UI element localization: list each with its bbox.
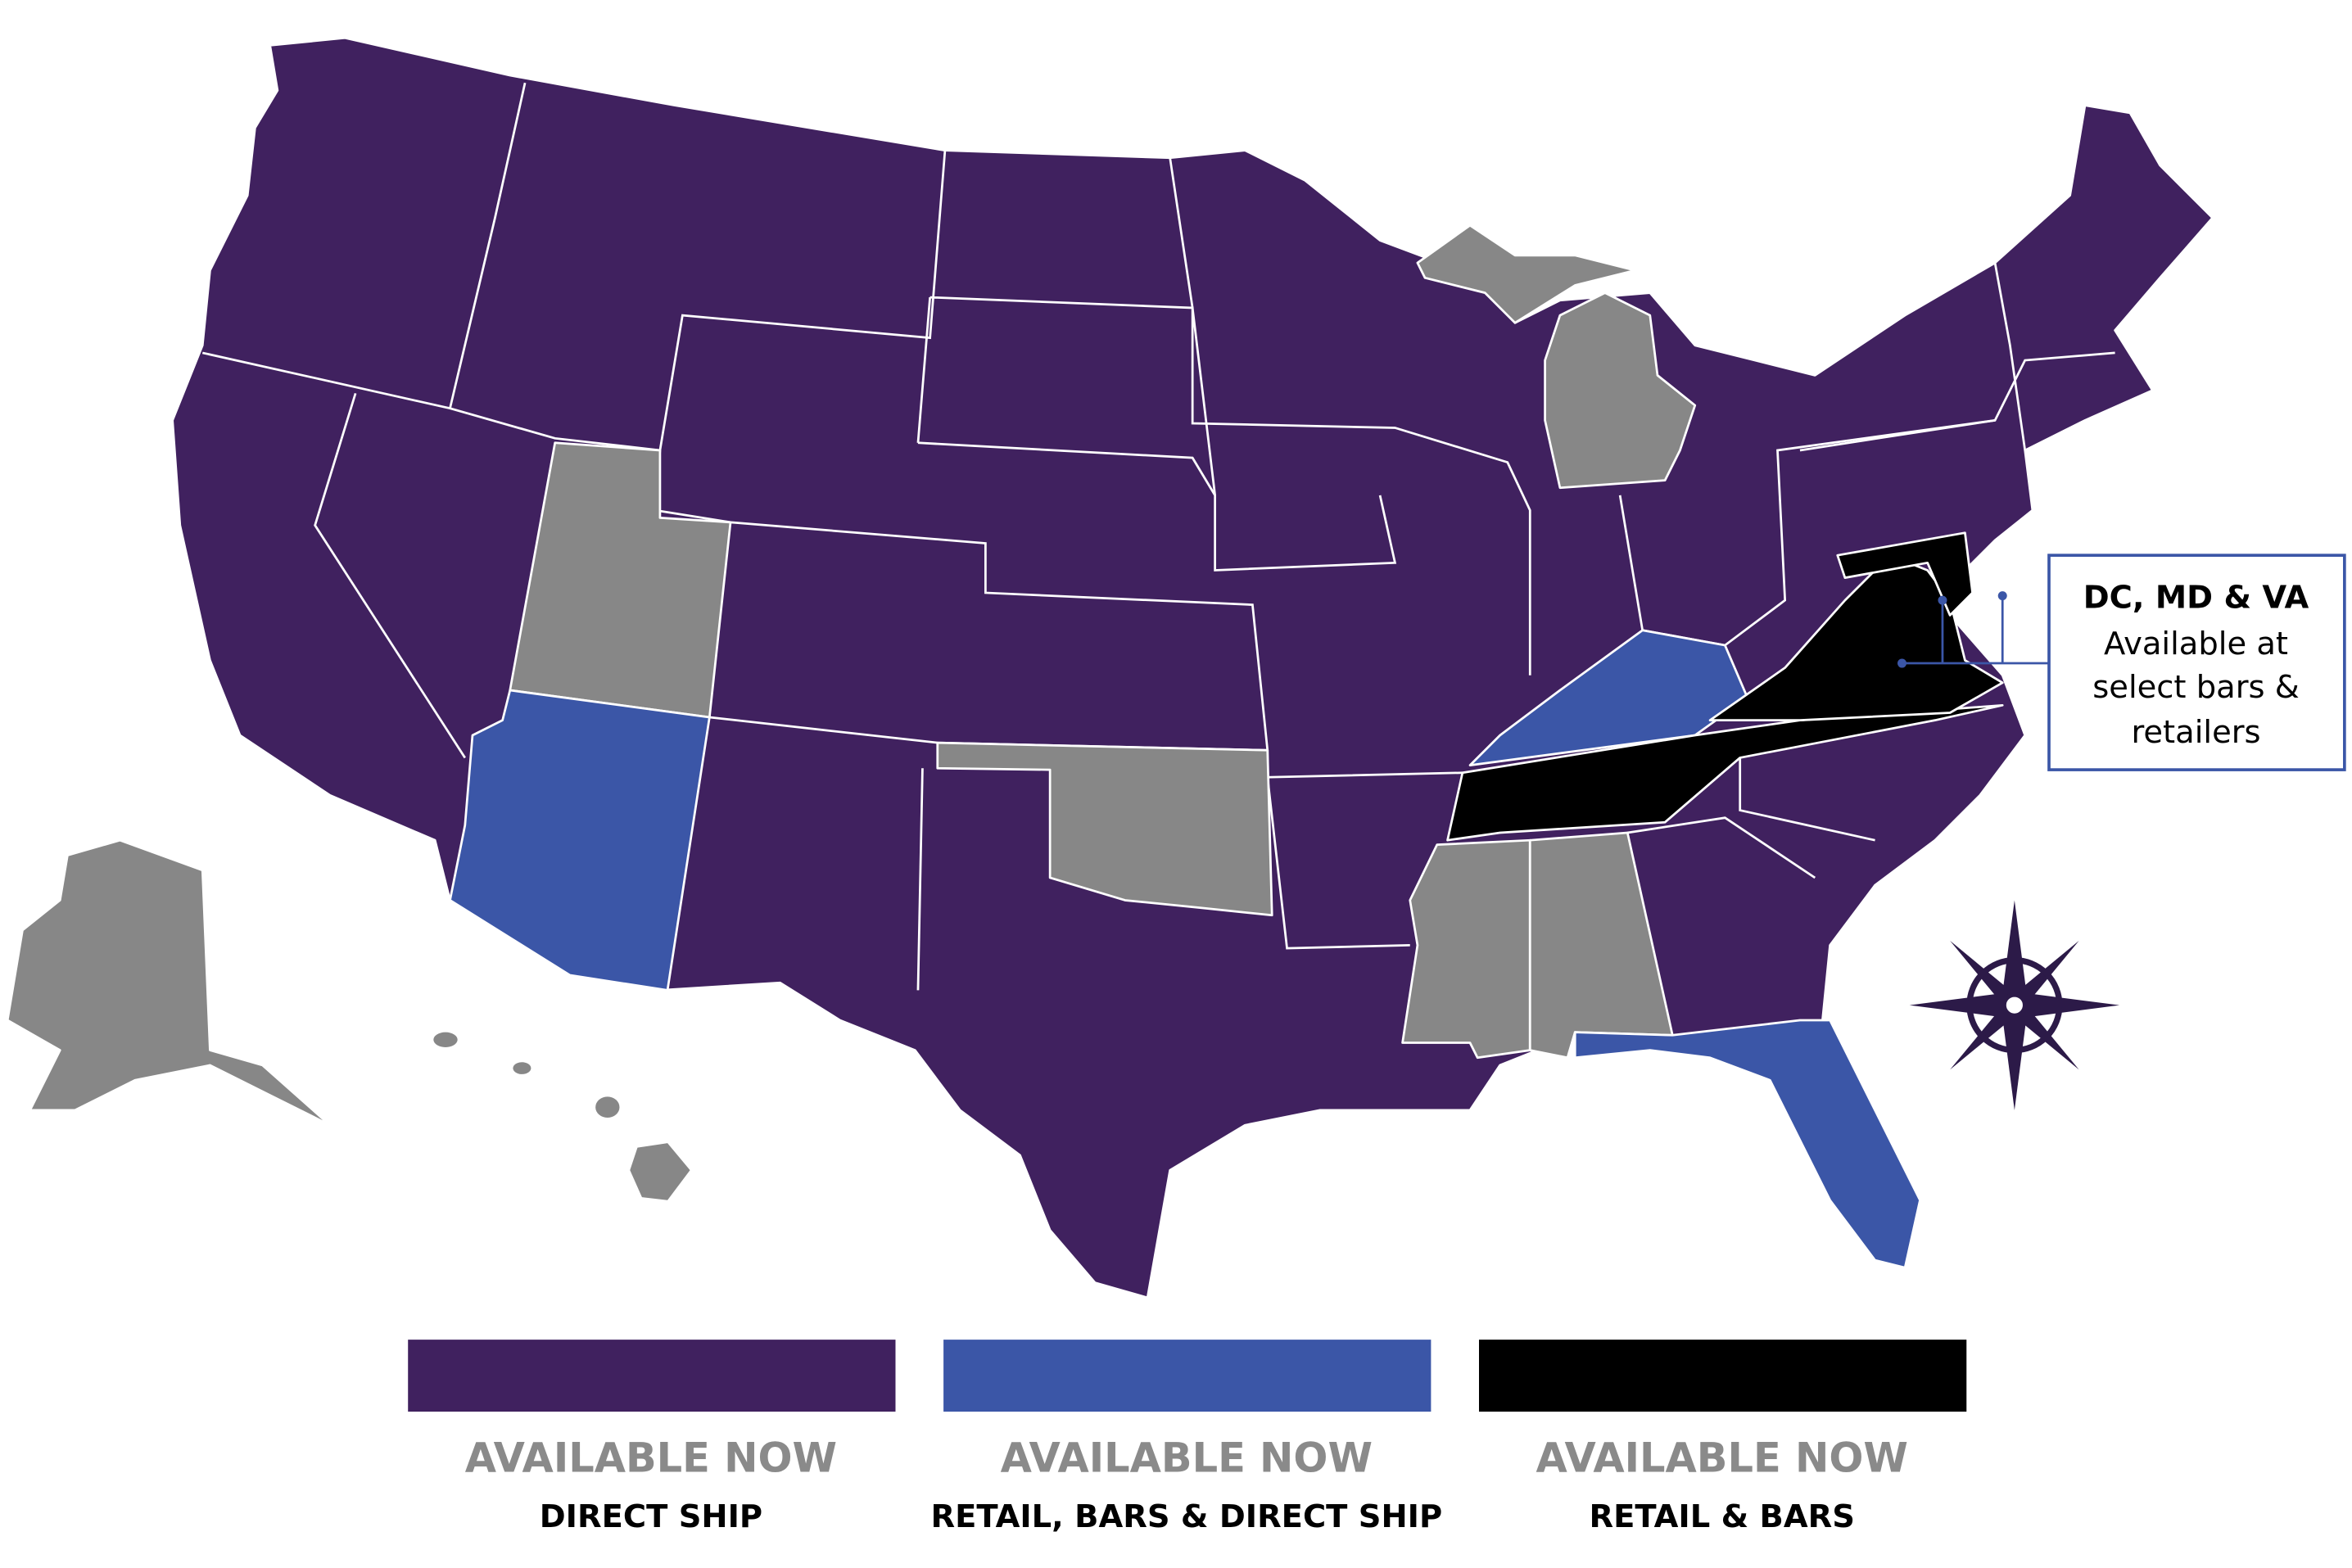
legend-label: RETAIL & BARS (1590, 1498, 1855, 1535)
legend-swatch (1478, 1340, 1967, 1412)
callout: DC, MD & VA Available at select bars & r… (1897, 554, 2346, 771)
legend-label: DIRECT SHIP (540, 1498, 762, 1535)
legend: AVAILABLE NOW DIRECT SHIP AVAILABLE NOW RET… (408, 1340, 1967, 1535)
legend-swatch (408, 1340, 896, 1412)
callout-text: retailers (2131, 714, 2260, 751)
state-region (1544, 291, 1697, 490)
callout-box (2047, 554, 2346, 771)
legend-label: RETAIL, BARS & DIRECT SHIP (930, 1498, 1442, 1535)
state-region (1468, 629, 1749, 766)
callout-title: DC, MD & VA (2083, 579, 2309, 616)
us-map (6, 36, 2214, 1299)
callout-text: Available at (2104, 626, 2288, 662)
callout-text: select bars & (2092, 669, 2300, 706)
legend-heading: AVAILABLE NOW (465, 1434, 837, 1481)
state-region (6, 838, 332, 1127)
state-region (449, 689, 711, 992)
legend-heading: AVAILABLE NOW (1001, 1434, 1373, 1481)
state-region (1416, 224, 1636, 324)
legend-heading: AVAILABLE NOW (1536, 1434, 1908, 1481)
state-region (1446, 703, 2004, 842)
compass (1909, 900, 2120, 1110)
state-region (936, 741, 1273, 917)
state-region (1836, 531, 1974, 617)
state-region (1573, 1019, 1921, 1269)
legend-swatch (943, 1340, 1432, 1412)
hawaii (433, 1032, 690, 1200)
